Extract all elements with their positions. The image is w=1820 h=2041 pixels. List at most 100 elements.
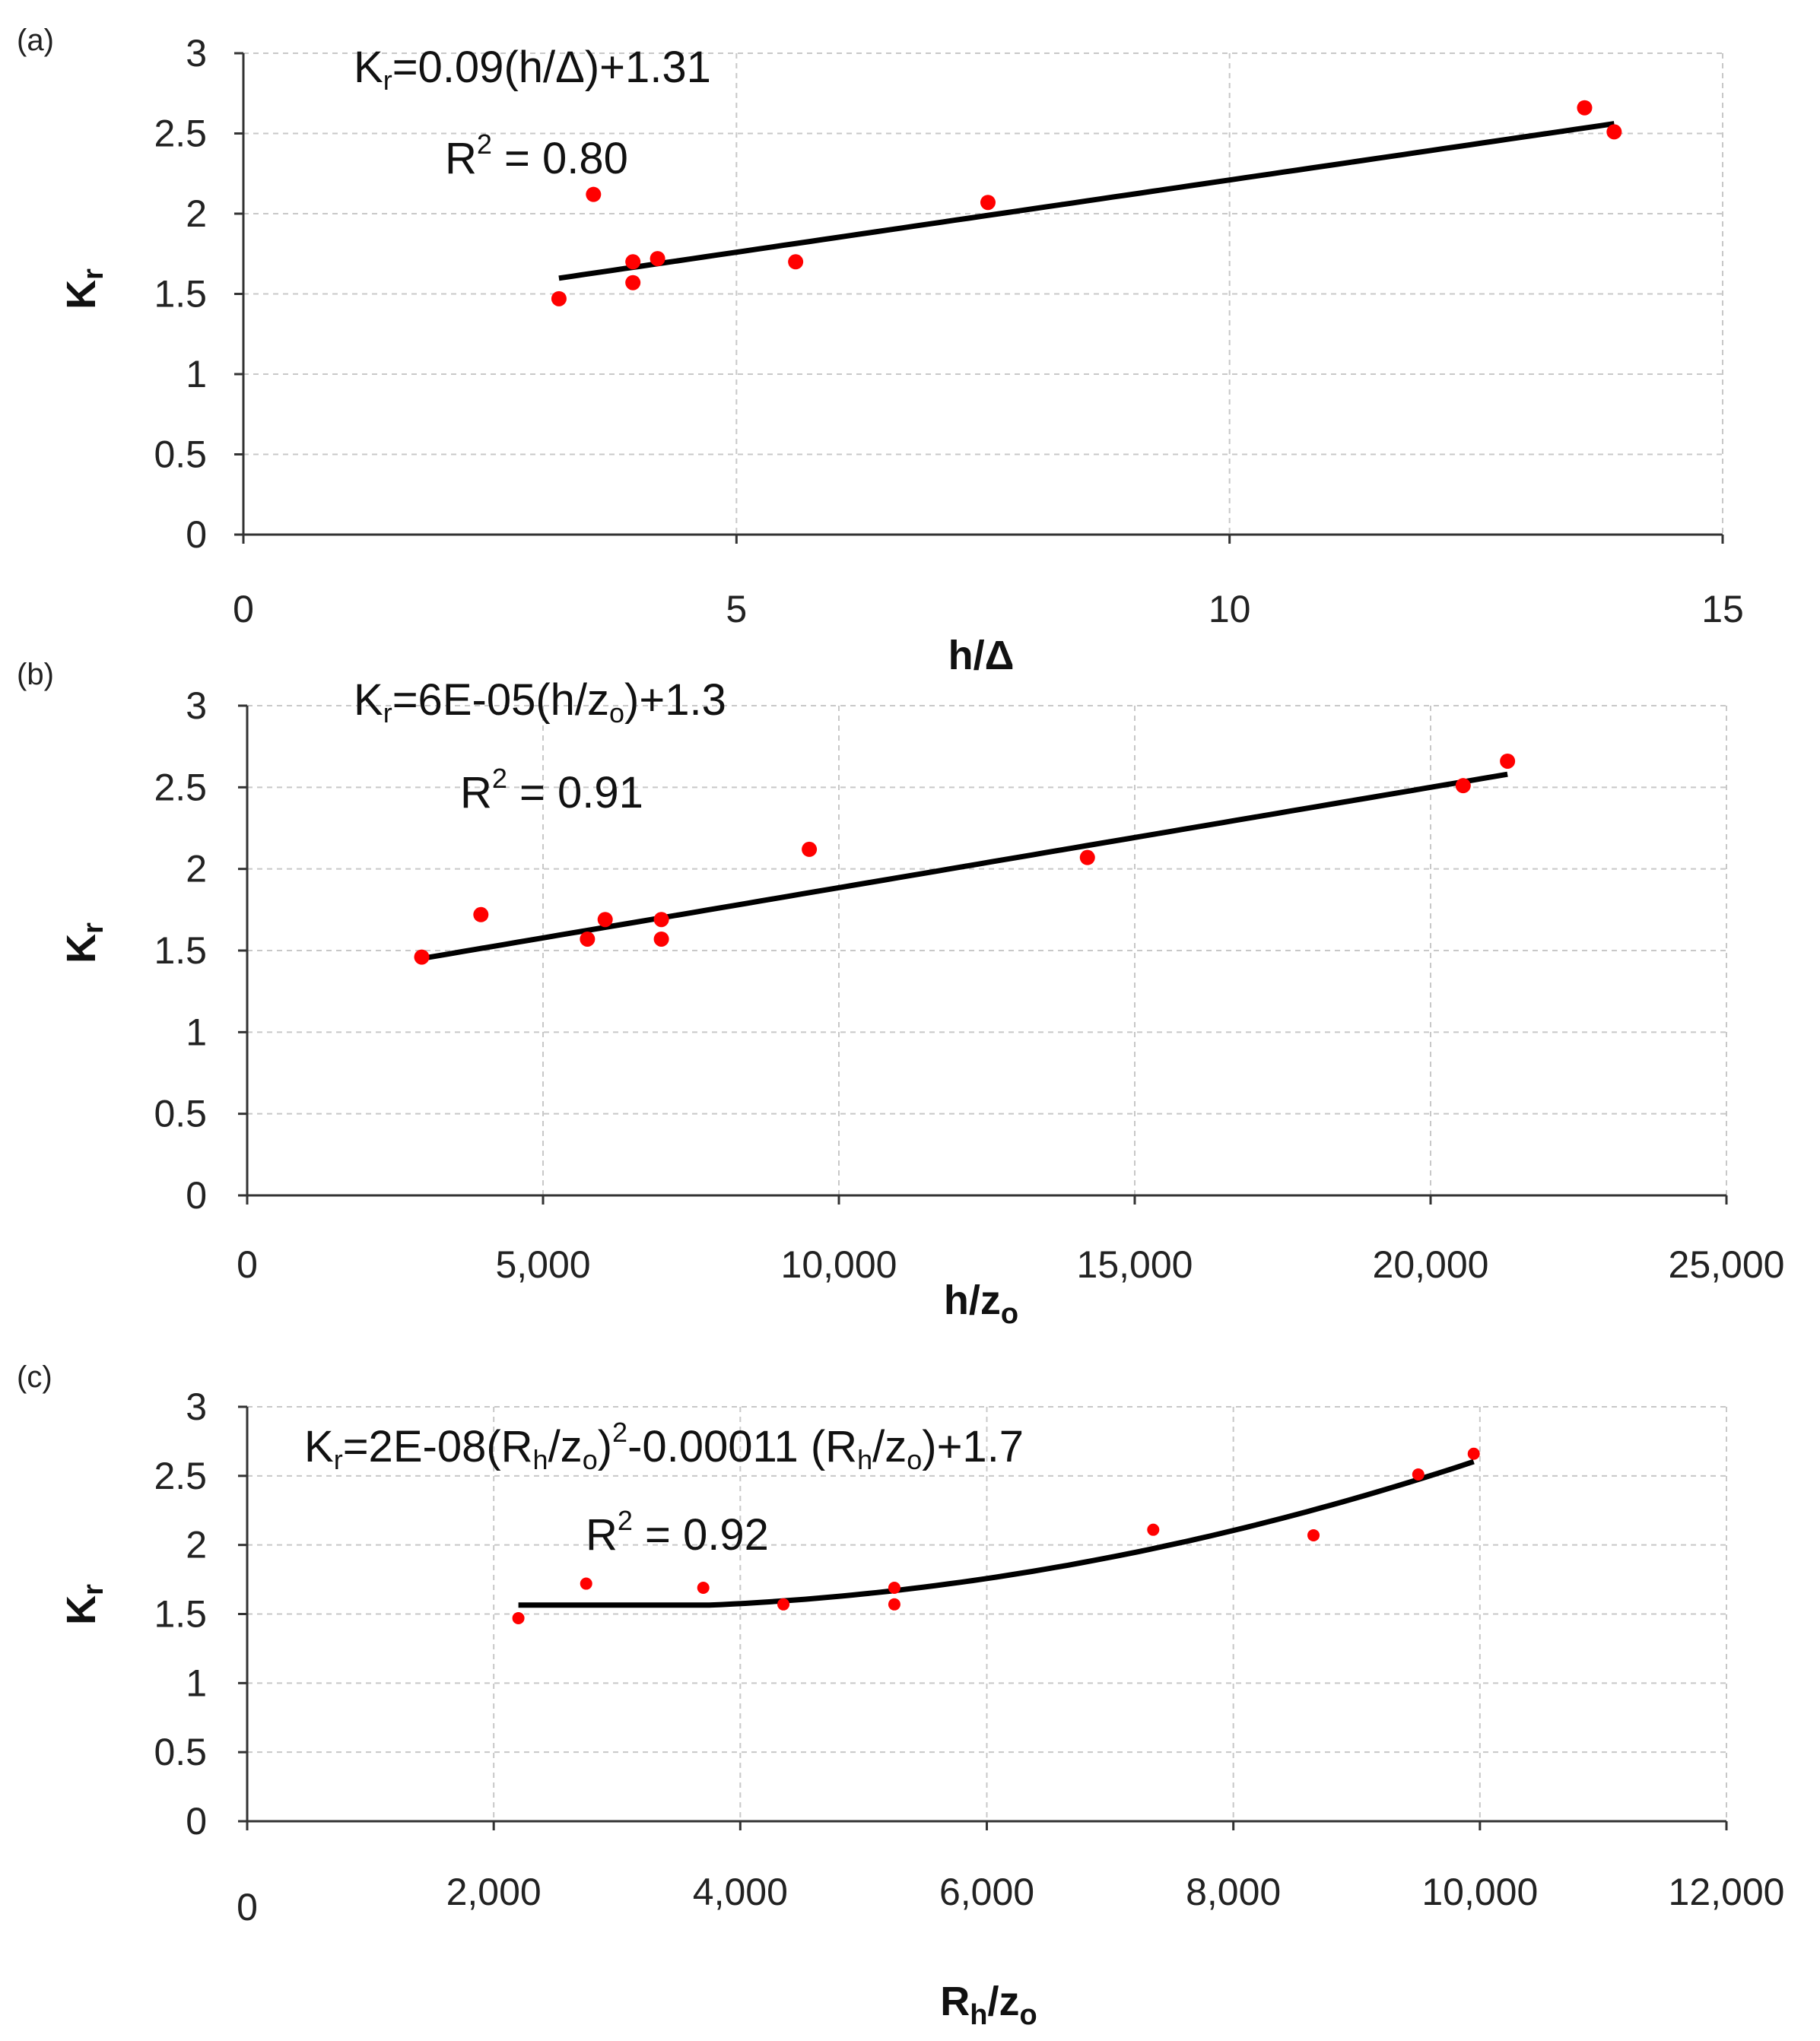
x-tick-label: 2,000	[446, 1871, 542, 1913]
data-point	[414, 949, 430, 965]
y-tick-label: 0.5	[154, 433, 207, 476]
equation-subscript: o	[907, 1444, 922, 1475]
data-point	[697, 1581, 710, 1594]
data-point	[597, 912, 613, 928]
x-title-main: h/z	[944, 1278, 1001, 1323]
x-tick-label: 15	[1701, 588, 1744, 630]
x-title-main: R	[940, 1979, 970, 2024]
equation-subscript: r	[383, 65, 392, 96]
data-point	[653, 912, 669, 928]
panel-b-y-axis-title: Kr	[59, 922, 110, 963]
equation-part: )+1.3	[624, 675, 726, 725]
equation-superscript: 2	[612, 1417, 627, 1448]
panel-a-x-axis-title: h/Δ	[948, 633, 1015, 678]
x-tick-label: 5	[726, 588, 747, 630]
equation-part: =6E-05(h/z	[392, 675, 609, 725]
y-tick-label: 0	[186, 1174, 207, 1217]
y-tick-label: 2.5	[154, 1455, 207, 1497]
data-point	[625, 254, 641, 270]
panel-c: (c) 0 0.5 1 1.5 2 2.5 3 0 2,000 4,000 6,000 8,000 10…	[17, 1360, 1784, 2031]
panel-a-equation: Kr=0.09(h/Δ)+1.31	[354, 43, 711, 96]
y-tick-label: 3	[186, 684, 207, 727]
equation-subscript: r	[334, 1444, 343, 1475]
x-tick-label: 4,000	[693, 1871, 788, 1913]
x-title-sub: h	[970, 1999, 987, 2031]
panel-b-plot-area: 0 0.5 1 1.5 2 2.5 3 0 5,000 10,000 15,000 20,000 25,…	[154, 684, 1784, 1286]
data-point	[1307, 1528, 1320, 1541]
x-tick-label: 25,000	[1669, 1243, 1785, 1286]
data-point	[1500, 753, 1516, 769]
panel-b-label: (b)	[17, 658, 54, 691]
trendline	[558, 121, 1615, 281]
data-point	[580, 1577, 592, 1590]
equation-part: /z	[872, 1422, 907, 1471]
panel-c-label: (c)	[17, 1360, 52, 1394]
data-point	[625, 275, 641, 290]
x-tick-label: 12,000	[1669, 1871, 1785, 1913]
panel-a-label: (a)	[17, 24, 54, 57]
panel-a-r-squared: R2 = 0.80	[445, 129, 628, 183]
data-point	[1606, 124, 1622, 140]
equation-subscript: o	[583, 1444, 598, 1475]
y-tick-label: 0.5	[154, 1093, 207, 1135]
data-point	[512, 1611, 525, 1624]
equation-part: /z	[548, 1422, 583, 1471]
data-point	[586, 186, 602, 202]
y-tick-label: 1.5	[154, 929, 207, 972]
panel-c-r-squared: R2 = 0.92	[586, 1505, 769, 1560]
x-tick-label: 6,000	[939, 1871, 1034, 1913]
y-tick-label: 1	[186, 1662, 207, 1704]
equation-subscript: h	[533, 1444, 548, 1475]
y-tick-label: 1.5	[154, 1593, 207, 1636]
x-tick-label: 0	[237, 1886, 258, 1928]
y-title-sub: r	[78, 1584, 110, 1595]
data-point	[888, 1598, 900, 1611]
data-point	[473, 906, 489, 922]
equation-part: K	[354, 43, 383, 92]
data-point	[1577, 100, 1593, 116]
panel-b: (b) 0 0.5 1 1.5 2 2.5 3 0 5,000 10,000 15,000 20,00…	[17, 658, 1784, 1330]
x-title-sub: o	[1001, 1298, 1018, 1330]
y-title-main: K	[59, 934, 104, 963]
x-title-main: h/Δ	[948, 633, 1015, 678]
r2-part: = 0.91	[507, 768, 643, 817]
r2-part: R	[445, 134, 477, 183]
panel-c-equation: Kr=2E-08(Rh/zo)2-0.00011 (Rh/zo)+1.7	[304, 1417, 1024, 1475]
r2-part: R	[586, 1510, 618, 1560]
equation-subscript: r	[383, 697, 392, 728]
y-tick-label: 0	[186, 513, 207, 556]
y-tick-label: 1	[186, 1011, 207, 1053]
y-tick-label: 3	[186, 32, 207, 75]
y-tick-label: 2.5	[154, 113, 207, 155]
panel-b-equation: Kr=6E-05(h/zo)+1.3	[354, 675, 726, 728]
x-title-sub2: o	[1020, 1999, 1037, 2031]
x-tick-label: 0	[233, 588, 254, 630]
trendline	[421, 771, 1508, 961]
panel-a-plot-area: 0 0.5 1 1.5 2 2.5 3 0 5 10 15	[154, 32, 1743, 630]
equation-part: =2E-08(R	[343, 1422, 533, 1471]
y-tick-label: 2	[186, 192, 207, 235]
x-tick-label: 5,000	[495, 1243, 590, 1286]
equation-subscript: h	[857, 1444, 872, 1475]
x-tick-label: 0	[237, 1243, 258, 1286]
x-tick-label: 15,000	[1077, 1243, 1193, 1286]
r2-part: = 0.92	[633, 1510, 769, 1560]
y-tick-label: 0.5	[154, 1731, 207, 1773]
r2-superscript: 2	[477, 129, 492, 160]
equation-part: K	[304, 1422, 334, 1471]
equation-subscript: o	[609, 697, 624, 728]
y-tick-label: 0	[186, 1800, 207, 1843]
equation-part: =0.09(h/Δ)+1.31	[392, 43, 711, 92]
equation-part: K	[354, 675, 383, 725]
y-title-main: K	[59, 1595, 104, 1625]
r2-superscript: 2	[618, 1505, 633, 1536]
y-tick-label: 2.5	[154, 766, 207, 808]
y-tick-label: 3	[186, 1386, 207, 1428]
x-tick-label: 20,000	[1373, 1243, 1489, 1286]
r2-superscript: 2	[492, 763, 507, 794]
x-title-main2: /z	[987, 1979, 1019, 2024]
y-title-sub: r	[78, 922, 110, 934]
x-tick-label: 10	[1209, 588, 1251, 630]
panel-a: (a) 00.511.522.530 5 10 15 Kr=0.09(h/Δ)+1.3…	[17, 24, 1744, 678]
